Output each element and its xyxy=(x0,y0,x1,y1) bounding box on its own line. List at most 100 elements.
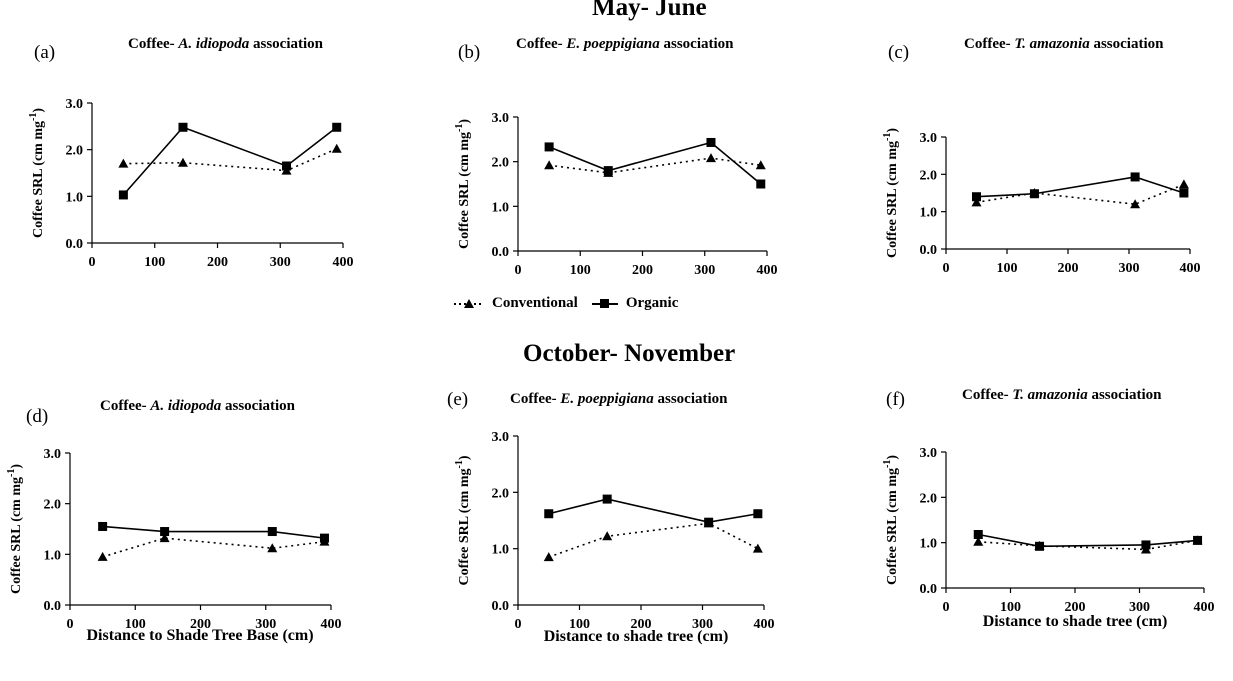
y-tick-label: 0.0 xyxy=(66,237,84,252)
panel-title-species: T. amazonia xyxy=(1012,387,1088,403)
series-line-organic xyxy=(976,176,1185,198)
panel-letter: (b) xyxy=(458,42,481,63)
series-line-organic xyxy=(122,126,338,196)
chart-f: 0.0 1.0 2.0 3.0 0 100 200 300 400 Coffee SRL (cm … xyxy=(882,446,1215,615)
x-tick-label: 400 xyxy=(754,617,775,632)
x-tick-label: 200 xyxy=(631,617,652,632)
panel-title-species: A. idiopoda xyxy=(178,36,250,52)
data-point-organic xyxy=(267,527,277,537)
y-axis-label: Coffee SRL (cm mg-1) xyxy=(882,455,900,585)
data-point-conventional xyxy=(543,552,554,562)
y-tick-label: 1.0 xyxy=(492,200,510,215)
y-tick-label: 2.0 xyxy=(66,144,84,159)
x-tick-label: 0 xyxy=(943,600,950,615)
series-line-organic xyxy=(978,533,1198,548)
x-tick-label: 300 xyxy=(692,617,713,632)
series-line-organic xyxy=(102,525,325,539)
series-line-conventional xyxy=(976,183,1185,206)
data-point-conventional xyxy=(971,197,982,207)
panel-letter: (a) xyxy=(34,42,56,63)
data-point-organic xyxy=(1029,189,1039,199)
panel-title-suffix: association xyxy=(659,36,734,52)
y-axis-label: Coffee SRL (cm mg-1) xyxy=(882,128,900,258)
data-point-organic xyxy=(603,166,613,176)
x-tick-label: 0 xyxy=(67,617,74,632)
panel-title-species: E. poeppigiana xyxy=(566,36,660,52)
x-tick-label: 200 xyxy=(1065,600,1086,615)
x-axis-label: Distance to shade tree (cm) xyxy=(982,613,1168,630)
data-point-conventional xyxy=(705,153,716,163)
y-tick-label: 2.0 xyxy=(920,168,938,183)
legend-organic-label: Organic xyxy=(625,295,679,311)
x-tick-label: 300 xyxy=(694,263,715,278)
data-point-organic xyxy=(1179,188,1189,198)
series-line-organic xyxy=(548,498,758,524)
x-tick-label: 100 xyxy=(125,617,146,632)
y-tick-label: 3.0 xyxy=(920,131,938,146)
y-tick-label: 0.0 xyxy=(920,582,938,597)
y-tick-label: 0.0 xyxy=(44,599,62,614)
data-point-organic xyxy=(704,517,714,527)
period-title-may-june: May- June xyxy=(592,0,707,21)
x-tick-label: 300 xyxy=(1119,261,1140,276)
x-tick-label: 300 xyxy=(1129,600,1150,615)
data-point-conventional xyxy=(118,158,129,168)
panel-letter: (d) xyxy=(26,406,49,427)
panel-title: Coffee- A. idiopoda association xyxy=(100,398,295,415)
series-line-organic xyxy=(548,141,762,185)
x-tick-label: 300 xyxy=(270,255,291,270)
x-tick-label: 100 xyxy=(997,261,1018,276)
y-axis-label: Coffee SRL (cm mg-1) xyxy=(454,455,472,585)
panel-title-species: A. idiopoda xyxy=(150,398,222,414)
panel-title-suffix: association xyxy=(1087,387,1162,403)
y-tick-label: 0.0 xyxy=(920,243,938,258)
panel-title: Coffee- E. poeppigiana association xyxy=(516,36,734,53)
data-point-organic xyxy=(282,161,292,171)
y-tick-label: 3.0 xyxy=(44,447,62,462)
chart-c: 0.0 1.0 2.0 3.0 0 100 200 300 400 Coffee SRL (cm … xyxy=(882,128,1201,276)
y-tick-label: 1.0 xyxy=(920,537,938,552)
data-point-organic xyxy=(319,533,329,543)
panel-letter: (f) xyxy=(886,389,905,410)
x-tick-label: 0 xyxy=(89,255,96,270)
panel-title: Coffee- E. poeppigiana association xyxy=(510,391,728,408)
x-tick-label: 100 xyxy=(144,255,165,270)
data-point-organic xyxy=(1141,540,1151,550)
legend-organic-swatch xyxy=(591,298,618,308)
panel-title-prefix: Coffee- xyxy=(516,36,567,52)
panel-title-prefix: Coffee- xyxy=(510,391,561,407)
y-tick-label: 2.0 xyxy=(492,486,510,501)
x-tick-label: 100 xyxy=(1000,600,1021,615)
panel-title-prefix: Coffee- xyxy=(964,36,1015,52)
data-point-organic xyxy=(1035,541,1045,551)
legend: Conventional Organic xyxy=(452,295,678,312)
data-point-organic xyxy=(178,122,188,132)
x-tick-label: 100 xyxy=(569,617,590,632)
data-point-organic xyxy=(332,122,342,132)
series-line-conventional xyxy=(978,539,1198,551)
data-point-conventional xyxy=(544,160,555,170)
data-point-organic xyxy=(160,527,170,537)
y-axis-label: Coffee SRL (cm mg-1) xyxy=(28,108,46,238)
panel-title-suffix: association xyxy=(249,36,323,52)
data-point-conventional xyxy=(331,143,342,153)
series-line-conventional xyxy=(548,522,759,558)
data-point-conventional xyxy=(267,543,278,553)
data-point-organic xyxy=(544,509,554,519)
panel-title: Coffee- A. idiopoda association xyxy=(128,36,323,53)
x-tick-label: 200 xyxy=(1058,261,1079,276)
data-point-conventional xyxy=(1130,199,1141,209)
x-tick-label: 400 xyxy=(757,263,778,278)
panel-title-species: E. poeppigiana xyxy=(560,391,654,407)
legend-conventional-swatch xyxy=(454,298,484,308)
data-point-organic xyxy=(118,190,128,200)
panel-letter: (e) xyxy=(447,389,469,410)
series-line-conventional xyxy=(102,537,325,558)
data-point-conventional xyxy=(177,157,188,167)
y-tick-label: 1.0 xyxy=(44,548,62,563)
data-point-organic xyxy=(98,521,108,531)
panel-title-suffix: association xyxy=(1089,36,1164,52)
panel-title-suffix: association xyxy=(221,398,295,414)
x-tick-label: 200 xyxy=(207,255,228,270)
